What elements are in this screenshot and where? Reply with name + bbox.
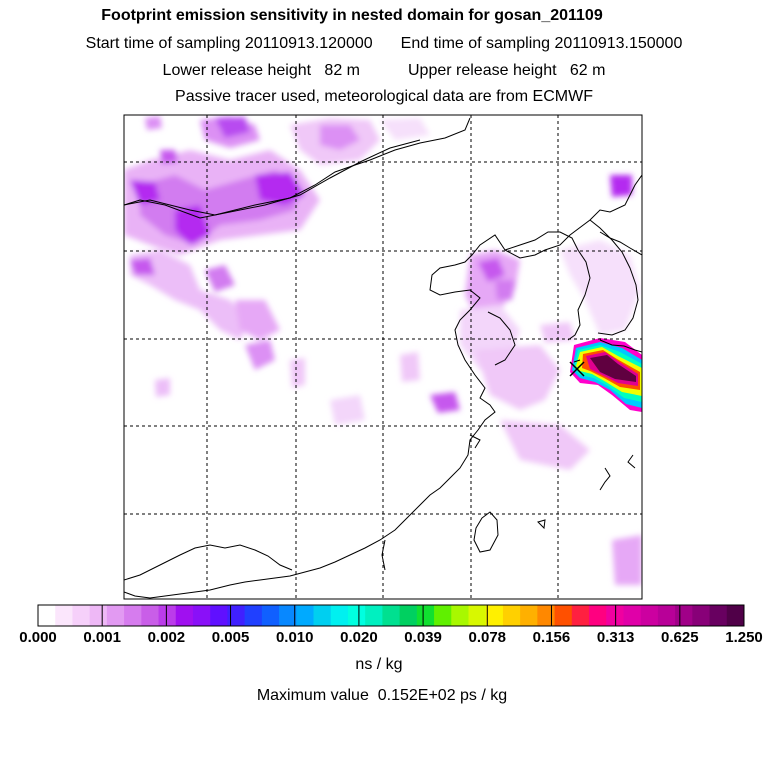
upper-release-label: Upper release height 62 m	[408, 62, 606, 79]
colorbar-cell	[434, 605, 452, 626]
colorbar-cell	[38, 605, 56, 626]
colorbar-cell	[365, 605, 383, 626]
colorbar-cell	[244, 605, 263, 626]
colorbar-cell	[313, 605, 332, 626]
tracer-note: Passive tracer used, meteorological data…	[175, 88, 593, 105]
colorbar-cell	[227, 605, 246, 626]
colorbar-cell	[89, 605, 108, 626]
colorbar-cell	[623, 605, 642, 626]
colorbar-cell	[158, 605, 177, 626]
colorbar-tick-label: 0.000	[19, 629, 57, 646]
colorbar-cell	[141, 605, 160, 626]
east-sensitivity-patches	[330, 118, 642, 585]
colorbar-tick-label: 0.001	[83, 629, 121, 646]
colorbar-cell	[330, 605, 349, 626]
colorbar-tick-label: 0.313	[596, 629, 635, 646]
nw-sensitivity-patches	[124, 116, 380, 397]
colorbar-cell	[709, 605, 728, 626]
colorbar-cell	[520, 605, 538, 626]
colorbar-cells	[38, 605, 745, 626]
colorbar-cell	[192, 605, 211, 626]
colorbar-cell	[554, 605, 573, 626]
plot-title: Footprint emission sensitivity in nested…	[101, 7, 603, 24]
sensitivity-field	[124, 116, 642, 599]
colorbar-frame	[37, 604, 745, 627]
release-height-line: Lower release height 82 m Upper release h…	[0, 62, 768, 80]
colorbar-cell	[726, 605, 745, 626]
colorbar-cell	[72, 605, 91, 626]
colorbar-cell	[657, 605, 676, 626]
lat-lon-grid	[124, 115, 642, 599]
colorbar-cell	[175, 605, 194, 626]
colorbar-cell	[210, 605, 228, 626]
receptor-plume	[570, 338, 642, 412]
map-frame	[123, 114, 643, 600]
colorbar-cell	[279, 605, 297, 626]
colorbar-cell	[296, 605, 315, 626]
colorbar-tick-label: 0.156	[532, 629, 571, 646]
colorbar-cell	[55, 605, 73, 626]
colorbar-cell	[106, 605, 125, 626]
colorbar-tick-label: 0.078	[468, 629, 507, 646]
colorbar-unit: ns / kg	[355, 656, 403, 673]
end-time-label: End time of sampling 20110913.150000	[400, 35, 683, 52]
colorbar-tick-label: 0.002	[147, 629, 186, 646]
colorbar-cell	[675, 605, 693, 626]
receptor-marker	[569, 361, 585, 377]
sampling-time-line: Start time of sampling 20110913.120000 En…	[0, 35, 768, 53]
colorbar-cell	[347, 605, 366, 626]
colorbar-tick-label: 0.005	[211, 629, 250, 646]
colorbar-cell	[571, 605, 590, 626]
colorbar-cell	[468, 605, 487, 626]
colorbar-cell	[502, 605, 521, 626]
coastlines	[124, 117, 642, 599]
colorbar-cell	[382, 605, 401, 626]
colorbar-tick-label: 1.250	[725, 629, 763, 646]
colorbar-cell	[261, 605, 280, 626]
colorbar-tick-label: 0.039	[404, 629, 442, 646]
colorbar-cell	[606, 605, 624, 626]
colorbar-tick-label: 0.625	[661, 629, 699, 646]
lower-release-label: Lower release height 82 m	[162, 62, 360, 79]
colorbar-tick-label: 0.020	[340, 629, 378, 646]
colorbar-cell	[485, 605, 504, 626]
colorbar-cell	[589, 605, 607, 626]
colorbar-cell	[124, 605, 142, 626]
start-time-label: Start time of sampling 20110913.120000	[85, 35, 373, 52]
colorbar-cell	[537, 605, 556, 626]
colorbar-dividers	[101, 605, 681, 626]
colorbar-tick-label: 0.010	[275, 629, 314, 646]
colorbar-cell	[399, 605, 418, 626]
colorbar-cell	[692, 605, 711, 626]
colorbar-cell	[416, 605, 435, 626]
colorbar-cell	[640, 605, 659, 626]
maximum-value: Maximum value 0.152E+02 ps / kg	[256, 687, 508, 704]
colorbar-cell	[451, 605, 469, 626]
